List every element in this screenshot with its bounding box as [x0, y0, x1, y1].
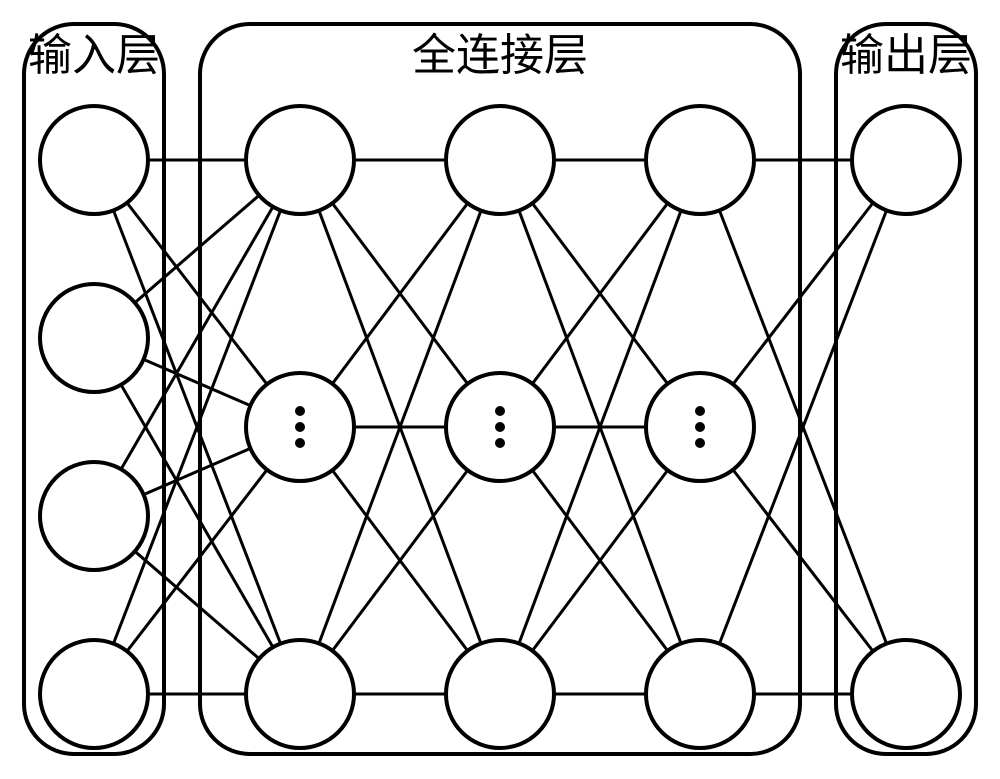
- edge: [733, 470, 873, 651]
- node-L2-2: [446, 640, 554, 748]
- edge: [127, 470, 267, 651]
- node-L0-0: [40, 106, 148, 214]
- node-L0-2: [40, 462, 148, 570]
- node-L1-0: [246, 106, 354, 214]
- ellipsis-dot: [695, 438, 705, 448]
- node-L0-1: [40, 284, 148, 392]
- node-L3-0: [646, 106, 754, 214]
- group-label-hidden: 全连接层: [412, 31, 588, 80]
- ellipsis-dot: [495, 438, 505, 448]
- ellipsis-dot: [495, 406, 505, 416]
- node-L4-1: [852, 640, 960, 748]
- node-L2-0: [446, 106, 554, 214]
- edge: [135, 551, 259, 658]
- edge: [144, 359, 251, 405]
- nodes: [40, 106, 960, 748]
- neural-network-diagram: 输入层 全连接层 输出层: [0, 0, 1000, 779]
- node-L0-3: [40, 640, 148, 748]
- ellipsis-dot: [295, 422, 305, 432]
- ellipsis-dot: [295, 406, 305, 416]
- edge: [135, 195, 259, 302]
- group-label-output: 输出层: [840, 31, 972, 80]
- ellipsis-dot: [495, 422, 505, 432]
- node-L4-0: [852, 106, 960, 214]
- ellipsis-dot: [695, 406, 705, 416]
- ellipsis-dot: [695, 422, 705, 432]
- edge: [127, 203, 267, 384]
- edge: [733, 203, 873, 384]
- group-label-input: 输入层: [28, 31, 160, 80]
- node-L1-2: [246, 640, 354, 748]
- edge: [144, 448, 251, 494]
- ellipsis-dot: [295, 438, 305, 448]
- node-L3-2: [646, 640, 754, 748]
